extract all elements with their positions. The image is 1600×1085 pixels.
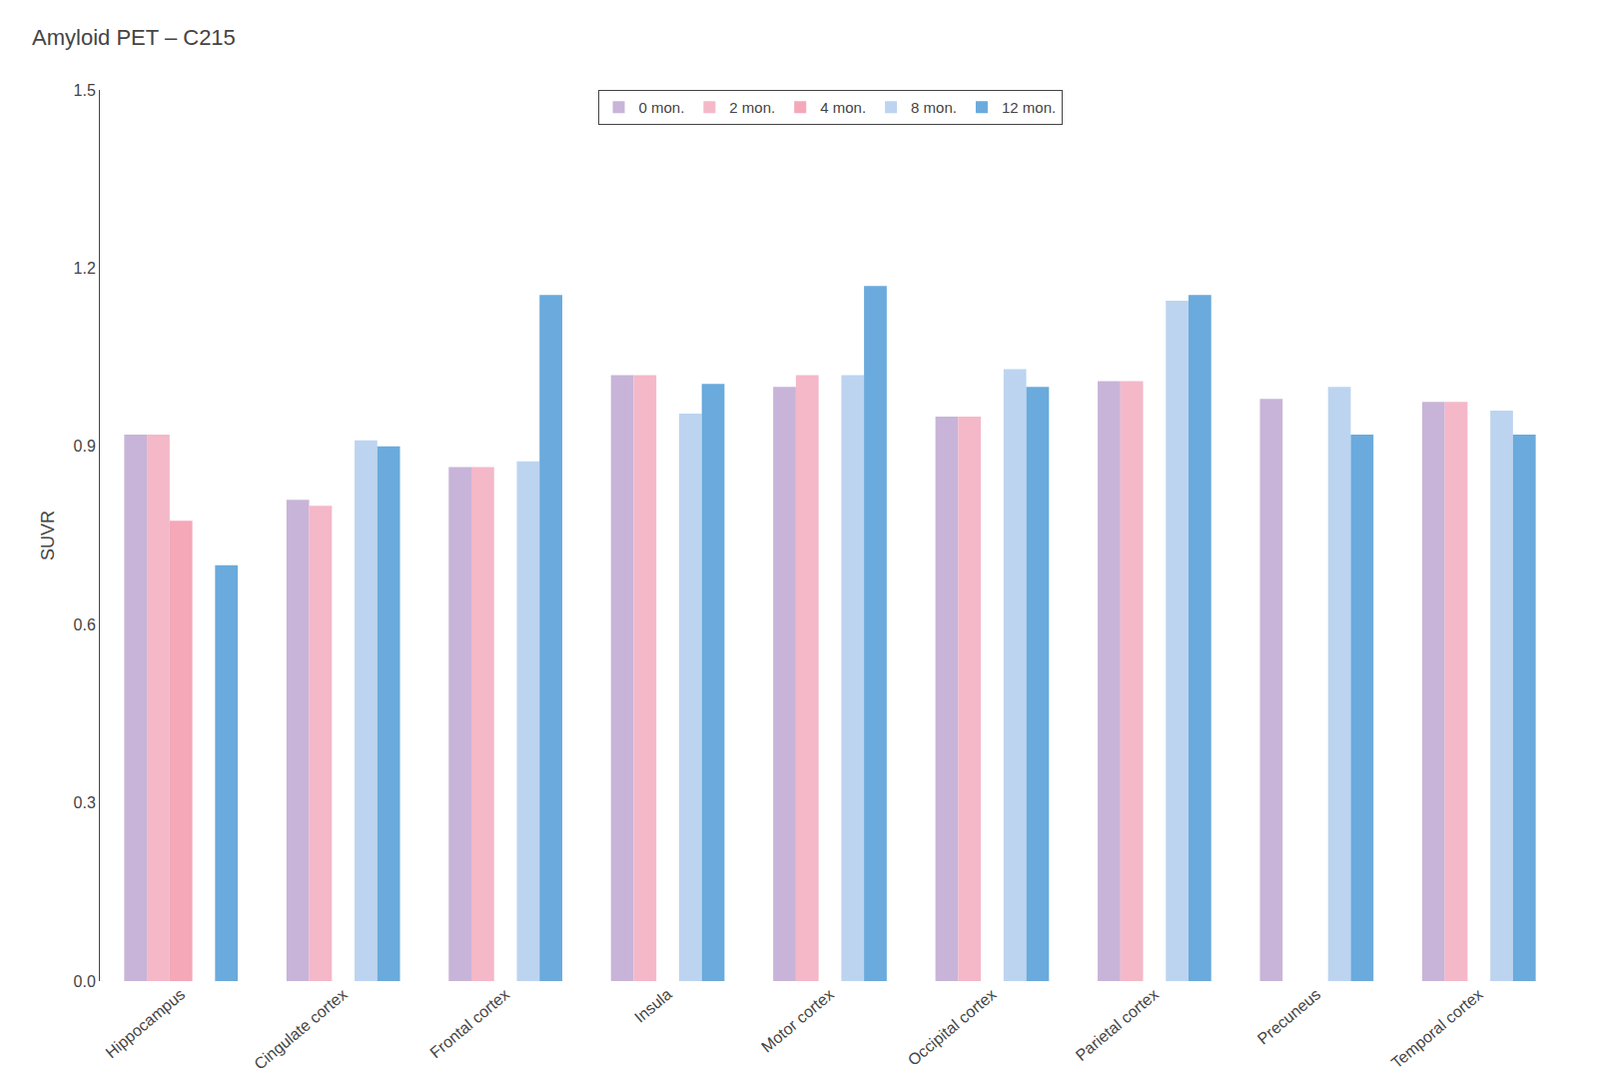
svg-text:1.2: 1.2	[73, 259, 96, 277]
svg-text:Temporal cortex: Temporal cortex	[1388, 984, 1487, 1071]
svg-text:Precuneus: Precuneus	[1254, 984, 1325, 1047]
svg-text:Parietal cortex: Parietal cortex	[1072, 984, 1162, 1064]
svg-text:0.6: 0.6	[73, 616, 96, 634]
svg-text:Occipital cortex: Occipital cortex	[904, 984, 1000, 1068]
svg-text:Cingulate cortex: Cingulate cortex	[250, 984, 351, 1072]
svg-text:0.9: 0.9	[73, 437, 96, 455]
svg-text:Motor cortex: Motor cortex	[758, 984, 837, 1055]
svg-text:4 mon.: 4 mon.	[819, 98, 866, 116]
svg-text:Hippocampus: Hippocampus	[101, 984, 188, 1061]
svg-text:0 mon.: 0 mon.	[639, 98, 686, 116]
svg-text:12 mon.: 12 mon.	[1001, 98, 1056, 116]
svg-text:2 mon.: 2 mon.	[729, 98, 776, 116]
svg-text:Amyloid PET – C215: Amyloid PET – C215	[31, 24, 236, 50]
svg-text:SUVR: SUVR	[37, 510, 58, 561]
svg-text:1.5: 1.5	[73, 81, 96, 99]
svg-text:8 mon.: 8 mon.	[910, 98, 957, 116]
svg-text:Insula: Insula	[631, 984, 676, 1026]
svg-text:0.3: 0.3	[73, 794, 96, 811]
svg-text:0.0: 0.0	[73, 972, 96, 990]
svg-text:Frontal cortex: Frontal cortex	[426, 984, 513, 1061]
